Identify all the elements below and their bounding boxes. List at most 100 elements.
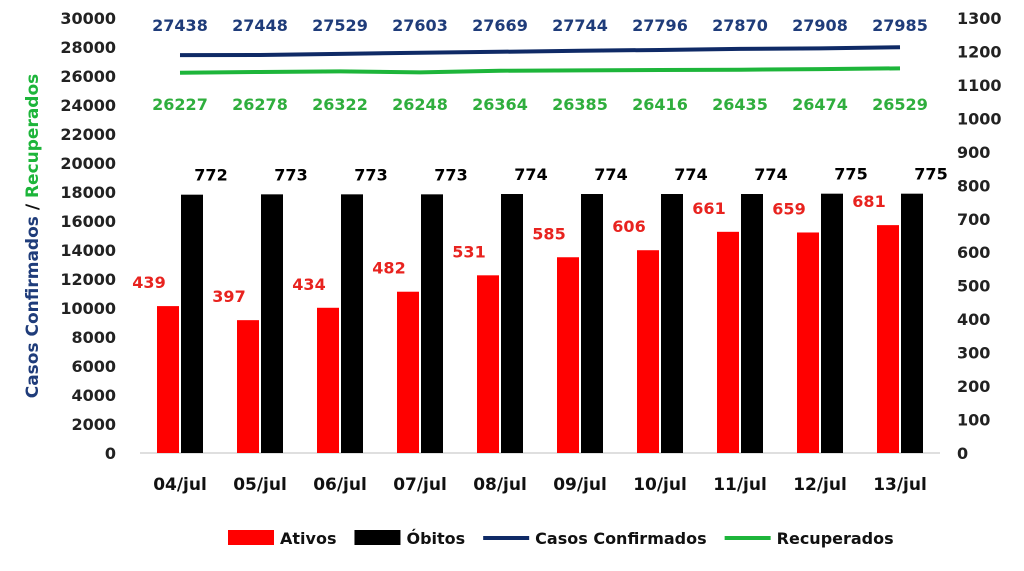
y-left-tick-label: 0 xyxy=(105,444,116,463)
x-tick-label: 05/jul xyxy=(233,475,287,495)
y-left-tick-label: 4000 xyxy=(71,386,116,405)
line-recuperados xyxy=(179,66,901,75)
y-left-axis-title: Casos Confirmados / Recuperados xyxy=(23,74,43,399)
data-label-obitos: 772 xyxy=(194,166,227,185)
bar-obitos xyxy=(821,193,843,453)
data-label-recuperados: 26529 xyxy=(872,95,928,114)
data-label-ativos: 681 xyxy=(852,192,885,211)
y-left-tick-label: 8000 xyxy=(71,328,116,347)
data-label-ativos: 585 xyxy=(532,224,565,243)
bar-ativos xyxy=(877,225,899,453)
y-left-tick-label: 22000 xyxy=(60,125,116,144)
bar-obitos xyxy=(901,193,923,453)
data-label-recuperados: 26278 xyxy=(232,95,288,114)
legend-swatch xyxy=(354,530,401,545)
data-label-ativos: 434 xyxy=(292,275,325,294)
data-label-obitos: 774 xyxy=(514,165,547,184)
y-left-axis-title-part: / xyxy=(23,198,43,216)
x-tick-label: 13/jul xyxy=(873,475,927,495)
x-tick-label: 06/jul xyxy=(313,475,367,495)
x-tick-label: 08/jul xyxy=(473,475,527,495)
bar-ativos xyxy=(157,306,179,453)
data-label-casos-confirmados: 27985 xyxy=(872,16,928,35)
x-tick-label: 10/jul xyxy=(633,475,687,495)
data-label-casos-confirmados: 27603 xyxy=(392,16,448,35)
y-right-tick-label: 400 xyxy=(957,310,990,329)
data-label-obitos: 773 xyxy=(434,165,467,184)
data-label-casos-confirmados: 27796 xyxy=(632,16,688,35)
bar-obitos xyxy=(741,194,763,453)
y-right-tick-label: 0 xyxy=(957,444,968,463)
data-label-recuperados: 26248 xyxy=(392,95,448,114)
x-tick-label: 07/jul xyxy=(393,475,447,495)
legend-entry: Óbitos xyxy=(406,529,465,548)
y-right-tick-label: 1000 xyxy=(957,109,1002,128)
data-label-ativos: 482 xyxy=(372,259,405,278)
data-label-recuperados: 26364 xyxy=(472,95,528,114)
x-tick-label: 09/jul xyxy=(553,475,607,495)
bar-ativos xyxy=(317,307,339,453)
bar-obitos xyxy=(341,194,363,454)
data-label-recuperados: 26435 xyxy=(712,95,768,114)
y-right-tick-label: 200 xyxy=(957,377,990,396)
data-label-casos-confirmados: 27870 xyxy=(712,16,768,35)
bar-ativos xyxy=(717,231,739,453)
bar-ativos xyxy=(237,320,259,453)
legend-swatch xyxy=(228,530,274,545)
data-label-obitos: 773 xyxy=(274,165,307,184)
y-right-tick-label: 1100 xyxy=(957,76,1002,95)
y-left-tick-label: 28000 xyxy=(60,38,116,57)
bar-obitos xyxy=(661,194,683,453)
y-left-tick-label: 30000 xyxy=(60,9,116,28)
data-label-recuperados: 26227 xyxy=(152,95,208,114)
legend-entry: Casos Confirmados xyxy=(535,529,706,548)
y-left-tick-label: 10000 xyxy=(60,299,116,318)
bar-ativos xyxy=(557,257,579,453)
data-label-recuperados: 26385 xyxy=(552,95,608,114)
bar-ativos xyxy=(797,232,819,453)
y-right-tick-label: 800 xyxy=(957,176,990,195)
bar-obitos xyxy=(501,194,523,453)
y-right-tick-label: 500 xyxy=(957,277,990,296)
y-left-axis-title-part: Recuperados xyxy=(23,74,43,198)
y-right-tick-label: 600 xyxy=(957,243,990,262)
y-left-tick-label: 20000 xyxy=(60,154,116,173)
data-label-obitos: 775 xyxy=(914,165,947,184)
data-label-casos-confirmados: 27744 xyxy=(552,16,608,35)
y-left-tick-label: 14000 xyxy=(60,241,116,260)
data-label-ativos: 659 xyxy=(772,199,805,218)
data-label-casos-confirmados: 27438 xyxy=(152,16,208,35)
data-label-ativos: 439 xyxy=(132,273,165,292)
y-right-tick-label: 100 xyxy=(957,411,990,430)
data-label-casos-confirmados: 27529 xyxy=(312,16,368,35)
x-tick-label: 12/jul xyxy=(793,475,847,495)
y-left-axis-title-part: Casos Confirmados xyxy=(23,216,43,398)
y-left-tick-label: 2000 xyxy=(71,415,116,434)
y-left-tick-label: 18000 xyxy=(60,183,116,202)
data-label-casos-confirmados: 27908 xyxy=(792,16,848,35)
data-label-recuperados: 26322 xyxy=(312,95,368,114)
y-right-tick-label: 900 xyxy=(957,143,990,162)
data-label-obitos: 775 xyxy=(834,165,867,184)
data-label-ativos: 397 xyxy=(212,287,245,306)
bar-ativos xyxy=(397,291,419,453)
y-right-tick-label: 1300 xyxy=(957,9,1002,28)
data-label-ativos: 531 xyxy=(452,242,485,261)
data-label-obitos: 774 xyxy=(754,165,787,184)
data-label-obitos: 774 xyxy=(674,165,707,184)
bar-obitos xyxy=(261,194,283,454)
y-left-tick-label: 26000 xyxy=(60,67,116,86)
legend-entry: Ativos xyxy=(280,529,336,548)
data-label-casos-confirmados: 27669 xyxy=(472,16,528,35)
y-right-tick-label: 700 xyxy=(957,210,990,229)
bar-ativos xyxy=(637,250,659,453)
data-label-recuperados: 26474 xyxy=(792,95,848,114)
data-label-obitos: 773 xyxy=(354,165,387,184)
legend-entry: Recuperados xyxy=(777,529,894,548)
line-casos-confirmados xyxy=(179,45,901,58)
data-label-obitos: 774 xyxy=(594,165,627,184)
x-tick-label: 04/jul xyxy=(153,475,207,495)
y-left-tick-label: 24000 xyxy=(60,96,116,115)
